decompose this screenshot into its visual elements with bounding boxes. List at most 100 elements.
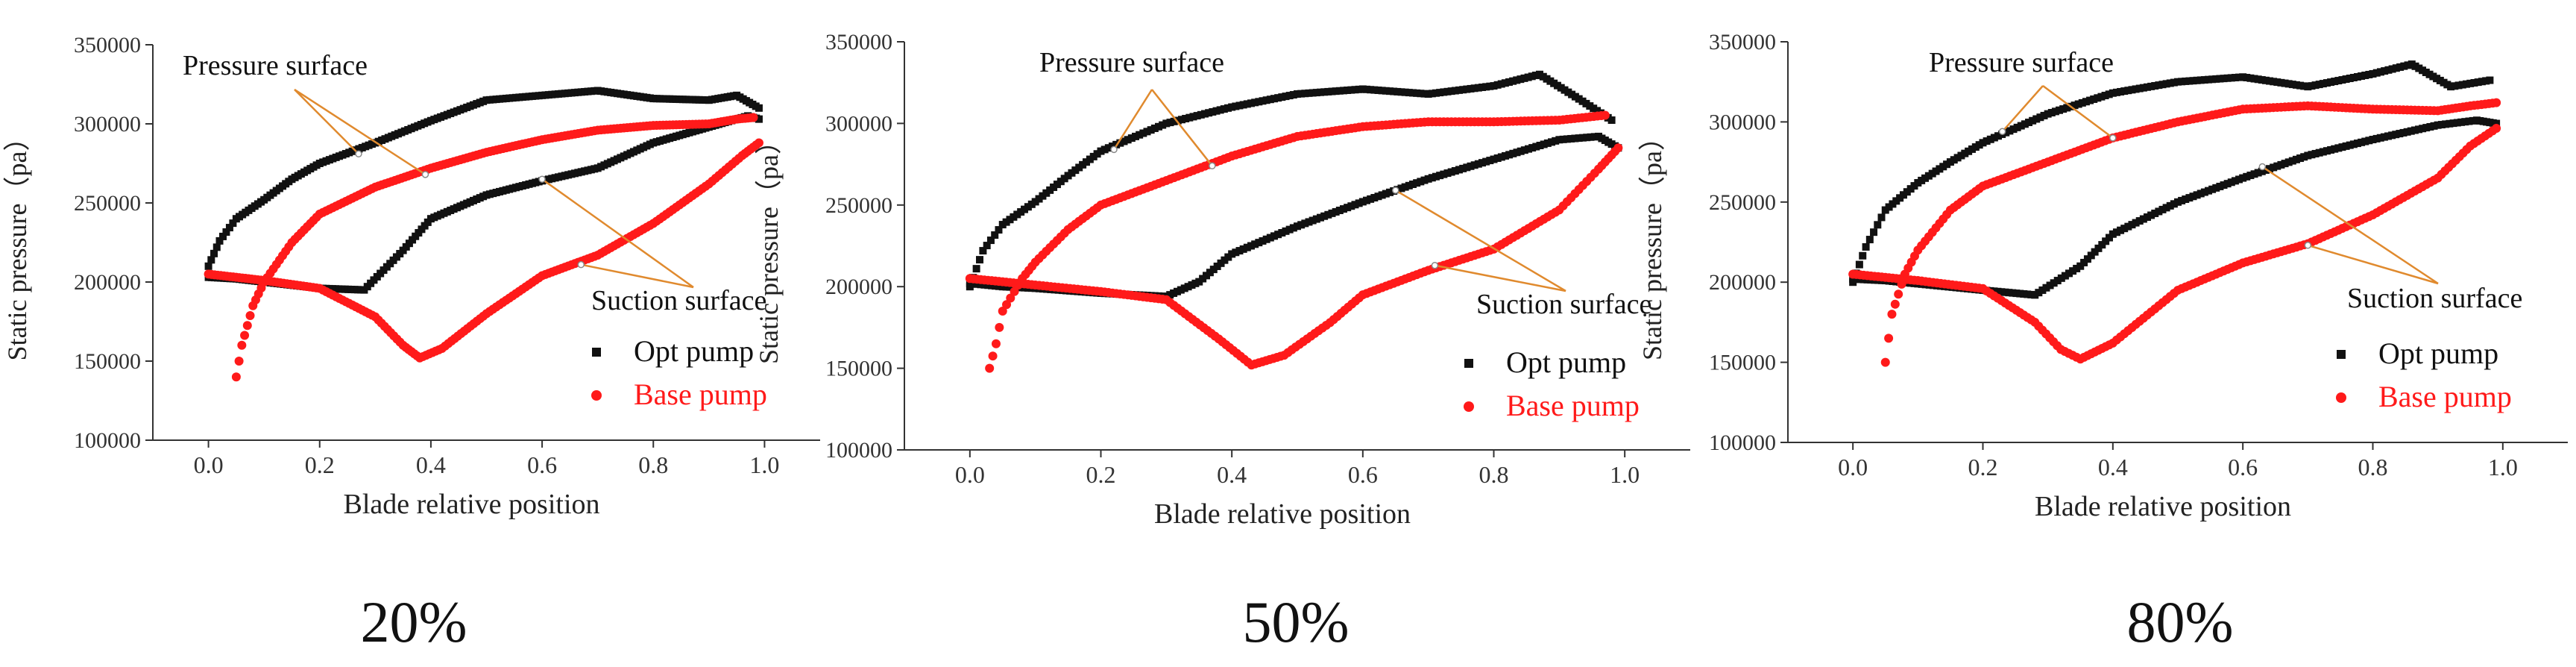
data-point [2372, 69, 2381, 77]
data-point [1320, 212, 1329, 220]
annotation-leader-line [1395, 190, 1566, 292]
y-tick-label: 200000 [825, 275, 892, 299]
data-point [2334, 144, 2343, 152]
data-point [2281, 79, 2289, 87]
data-point [2449, 119, 2457, 128]
data-point [2465, 117, 2473, 125]
data-point [1255, 98, 1263, 106]
data-point [1344, 204, 1352, 212]
data-point [1428, 90, 1436, 98]
data-point [1536, 142, 1544, 150]
data-point [1332, 87, 1340, 95]
data-point [1209, 107, 1217, 116]
data-point [1493, 81, 1502, 89]
data-point [2369, 136, 2377, 144]
data-point [2025, 119, 2033, 127]
data-point [2097, 93, 2106, 101]
data-point [1305, 218, 1313, 226]
annotation-target-marker [1431, 262, 1439, 269]
data-point [2453, 119, 2461, 127]
data-point [2250, 75, 2258, 83]
suction-surface-annotation: Suction surface [591, 285, 766, 316]
data-point [979, 247, 987, 255]
data-point [1235, 247, 1244, 255]
data-point [2124, 222, 2132, 231]
data-point [1097, 147, 1105, 155]
data-point [1478, 159, 1486, 167]
data-point [1197, 110, 1205, 119]
data-point [1259, 237, 1267, 245]
data-point [1524, 73, 1532, 81]
data-point [1874, 221, 1882, 229]
data-point [749, 113, 758, 122]
data-point [2346, 75, 2354, 83]
y-tick-label: 300000 [825, 111, 892, 136]
data-point [1002, 300, 1012, 310]
data-point [2246, 74, 2255, 82]
data-point [2035, 289, 2043, 297]
data-point [218, 232, 227, 240]
data-point [1559, 135, 1567, 143]
data-point [2358, 138, 2366, 146]
series-opt-suction [966, 132, 1622, 301]
data-point [2284, 80, 2293, 88]
data-point [1247, 242, 1255, 250]
annotation-leader-line [1151, 89, 1213, 167]
y-tick-label: 150000 [825, 357, 892, 381]
data-point [2143, 83, 2151, 91]
legend: Opt pump Base pump [2336, 336, 2512, 413]
series-base-suction [965, 143, 1623, 370]
data-point [2151, 82, 2159, 90]
x-tick-label: 0.6 [1348, 461, 1378, 488]
data-point [1420, 90, 1429, 98]
data-point [2254, 169, 2262, 177]
data-point [1482, 83, 1490, 91]
series-base-suction [1848, 123, 2501, 364]
data-point [2331, 78, 2339, 86]
data-point [995, 226, 1003, 234]
x-tick-label: 0.8 [2358, 454, 2388, 480]
data-point [1513, 148, 1521, 157]
data-point [1312, 215, 1320, 223]
data-point [1486, 157, 1494, 165]
data-point [1374, 192, 1382, 201]
data-point [1324, 210, 1332, 219]
series-base-pressure [1880, 98, 2501, 367]
data-point [2112, 88, 2120, 96]
data-point [2223, 180, 2232, 188]
data-point [2288, 157, 2296, 165]
annotation-target-marker [421, 171, 429, 178]
data-point [2478, 78, 2486, 86]
data-point [1482, 157, 1490, 166]
data-point [2182, 195, 2190, 204]
data-point [1232, 248, 1240, 257]
data-point [1859, 251, 1867, 260]
data-point [1870, 228, 1878, 237]
x-tick-label: 1.0 [1610, 461, 1640, 488]
data-point [2422, 124, 2431, 132]
legend-label-base: Base pump [634, 378, 767, 411]
annotation-target-marker [577, 260, 585, 269]
data-point [1109, 143, 1116, 151]
x-tick-label: 0.6 [527, 451, 557, 478]
data-point [2404, 61, 2412, 69]
data-point [1170, 117, 1178, 125]
data-point [1517, 147, 1525, 155]
legend: Opt pump Base pump [591, 334, 767, 411]
data-point [2376, 134, 2384, 142]
data-point [1587, 133, 1595, 141]
data-point [1459, 86, 1467, 94]
data-point [225, 224, 233, 232]
data-point [2358, 72, 2366, 80]
data-point [2461, 118, 2469, 126]
data-point [2170, 78, 2178, 87]
x-tick-label: 0.8 [1479, 461, 1509, 488]
data-point [1116, 139, 1124, 147]
data-point [2311, 81, 2320, 90]
legend-label-opt: Opt pump [2378, 336, 2498, 370]
data-point [1884, 334, 1894, 343]
data-point [2323, 79, 2331, 87]
data-point [2304, 151, 2312, 160]
data-point [1124, 136, 1132, 144]
data-point [1382, 87, 1390, 95]
